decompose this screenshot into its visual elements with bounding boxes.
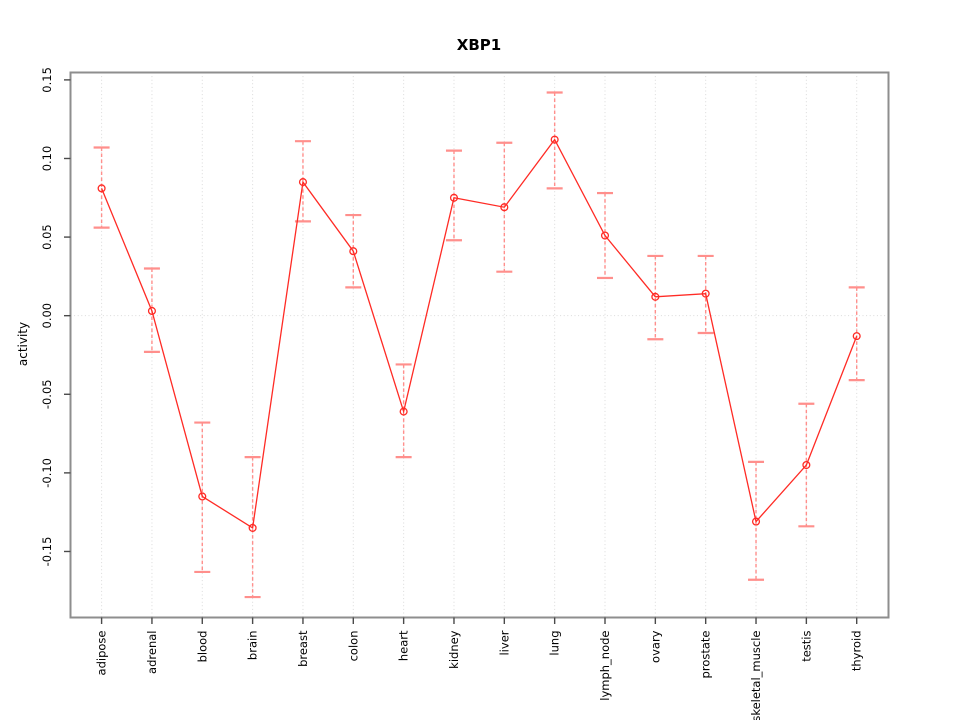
x-tick-label-liver: liver [497, 630, 511, 655]
x-tick-label-lymph_node: lymph_node [598, 631, 612, 701]
data-point-adrenal [147, 306, 156, 316]
series-line [100, 138, 858, 529]
x-tick-label-heart: heart [397, 630, 411, 661]
x-tick-label-adrenal: adrenal [145, 631, 159, 674]
data-point-ovary [651, 292, 660, 301]
data-point-prostate [701, 289, 710, 298]
x-tick-label-prostate: prostate [699, 631, 713, 679]
x-tick-label-adipose: adipose [95, 631, 109, 676]
data-point-lymph_node [600, 231, 610, 240]
x-tick-label-colon: colon [346, 631, 360, 662]
x-tick-label-breast: breast [296, 630, 310, 667]
plot-frame [69, 71, 890, 619]
data-point-blood [198, 492, 207, 501]
y-tick-label: 0.15 [40, 67, 54, 93]
data-point-thyroid [852, 332, 861, 341]
x-tick-label-skeletal_muscle: skeletal_muscle [749, 631, 763, 720]
y-tick-label: 0.00 [40, 303, 54, 329]
data-point-liver [500, 203, 509, 212]
data-point-kidney [449, 193, 459, 202]
data-point-adipose [97, 184, 106, 193]
y-tick-label: -0.10 [40, 458, 54, 488]
y-tick-label: -0.15 [40, 537, 54, 567]
data-point-lung [550, 135, 559, 144]
data-point-breast [298, 178, 308, 187]
x-tick-label-kidney: kidney [447, 630, 461, 669]
chart-title: XBP1 [456, 36, 502, 54]
x-tick-label-brain: brain [246, 631, 260, 661]
x-tick-label-testis: testis [799, 631, 813, 662]
y-tick-label: 0.05 [40, 224, 54, 250]
x-tick-label-ovary: ovary [648, 630, 662, 663]
x-tick-label-blood: blood [195, 631, 209, 663]
y-tick-label: 0.10 [40, 146, 54, 172]
data-point-colon [349, 247, 358, 256]
x-tick-label-lung: lung [548, 631, 562, 656]
x-tick-label-thyroid: thyroid [850, 631, 864, 672]
y-tick-label: -0.05 [40, 379, 54, 409]
data-point-heart [399, 407, 408, 416]
data-point-testis [802, 460, 811, 470]
data-point-brain [248, 523, 257, 532]
data-point-skeletal_muscle [751, 517, 761, 526]
